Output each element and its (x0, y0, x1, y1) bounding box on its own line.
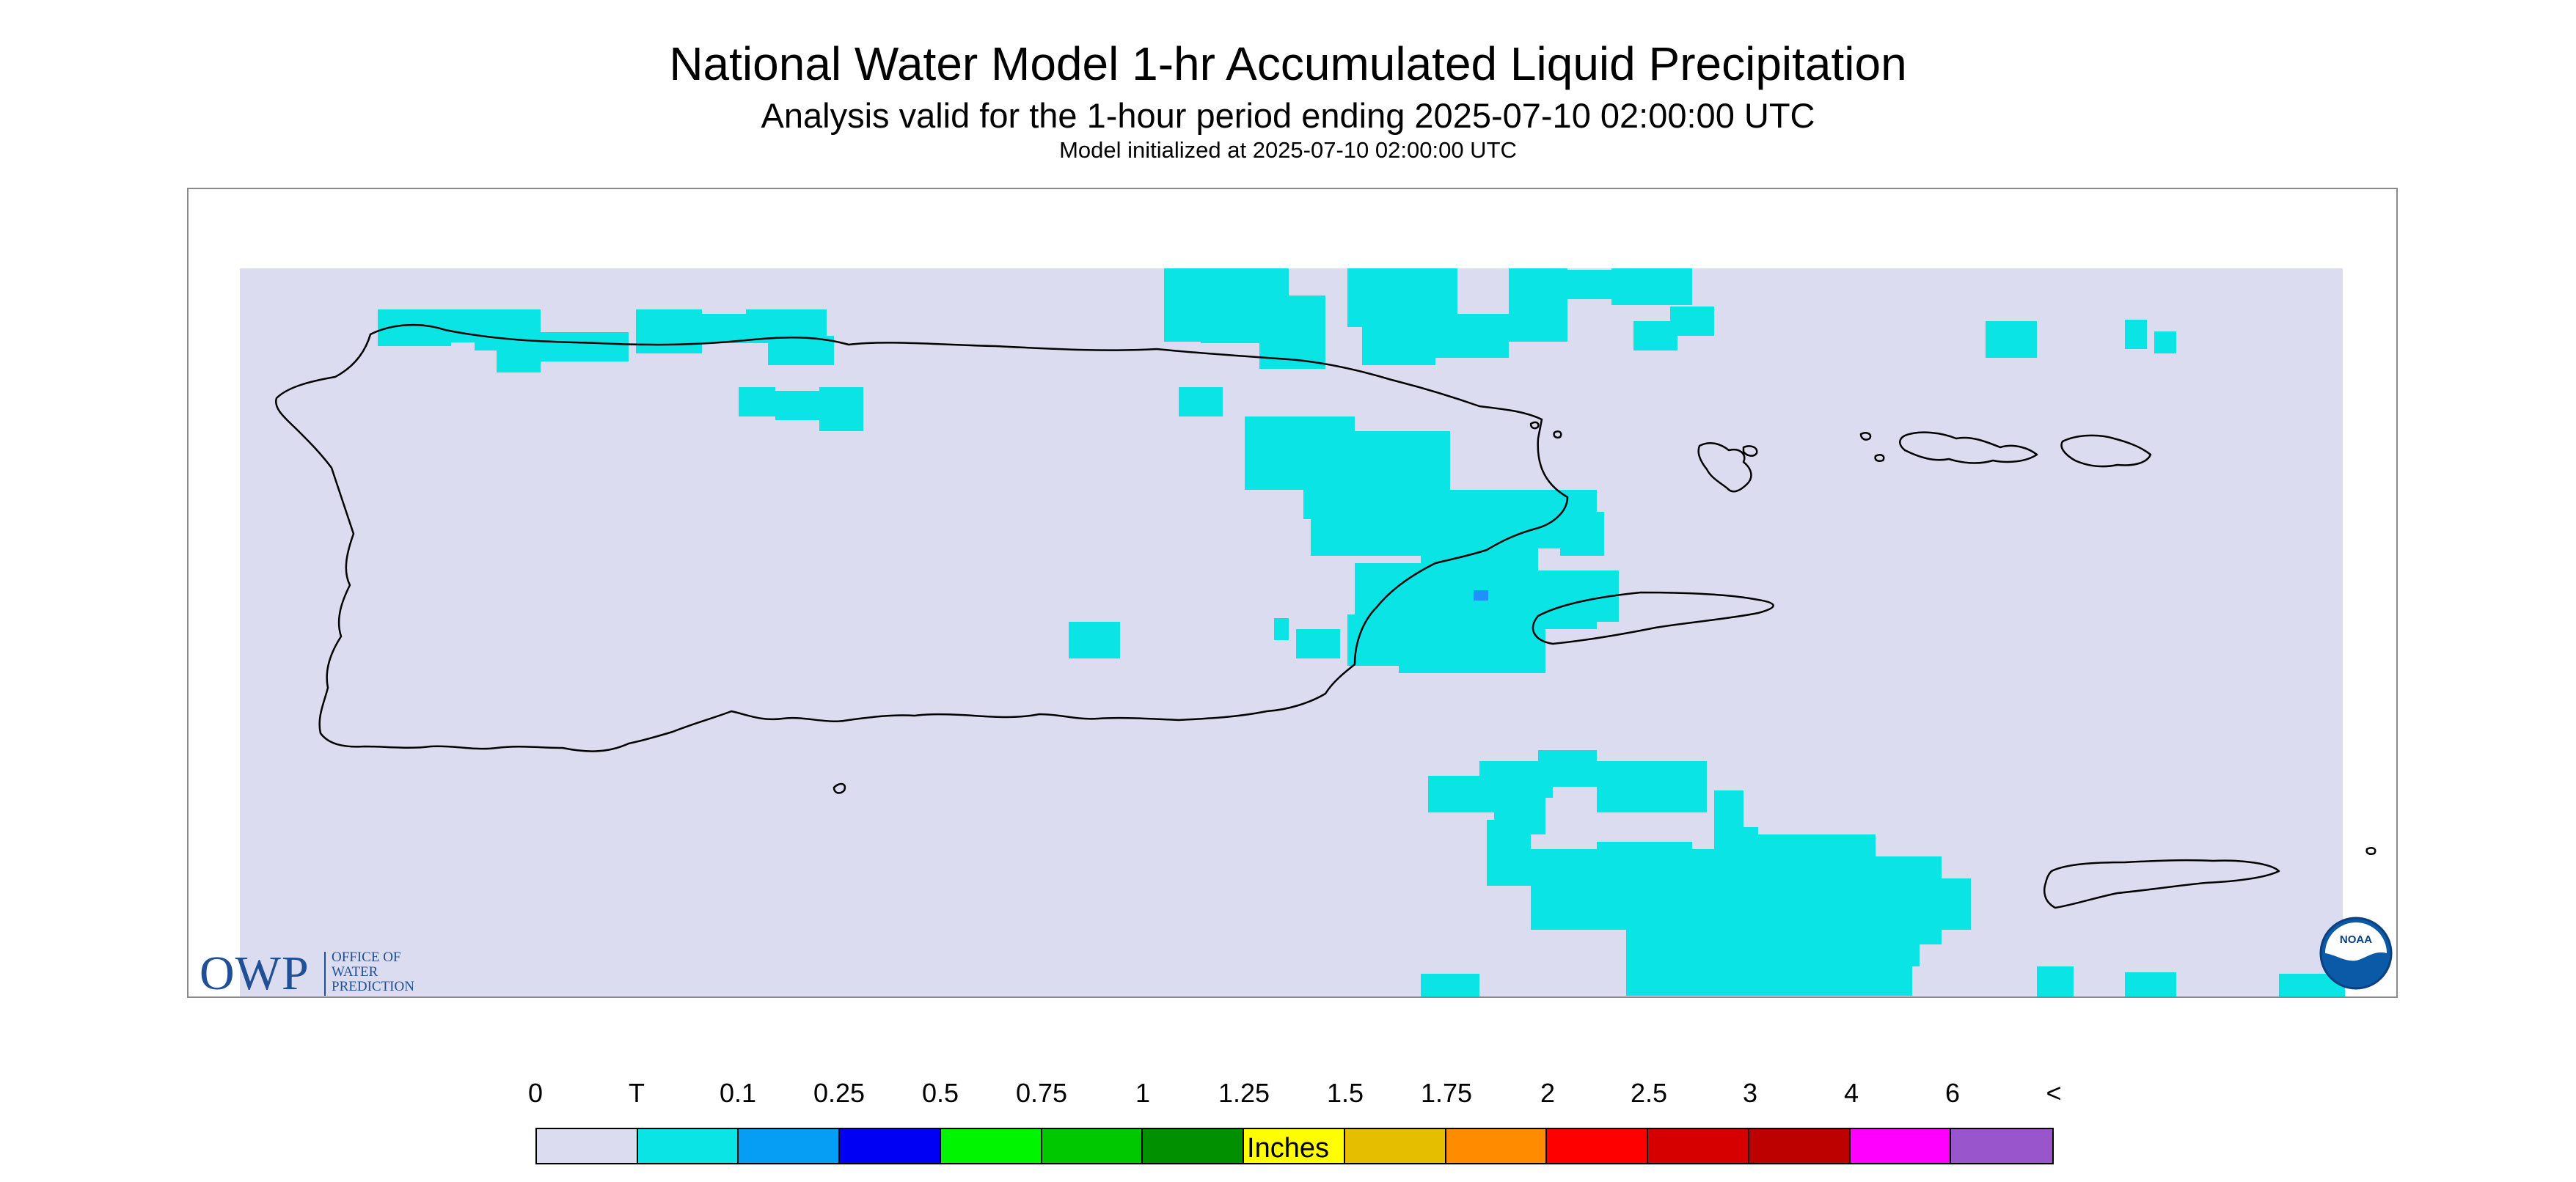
model-init-line: Model initialized at 2025-07-10 02:00:00… (1059, 137, 1517, 163)
legend-color-bin (637, 1129, 739, 1163)
legend-tick-label: 6 (1944, 1078, 1961, 1108)
legend-color-bin (1749, 1129, 1851, 1163)
trace-precip-cell (1435, 314, 1509, 358)
vieques-coastline (1532, 591, 1774, 645)
trace-precip-cells (378, 268, 2345, 996)
legend-tick-label: 1.25 (1218, 1078, 1270, 1108)
st-croix-coastline (2043, 859, 2280, 909)
legend-color-bin (1446, 1129, 1548, 1163)
legend-color-bin (1547, 1129, 1649, 1163)
trace-precip-cell (1560, 512, 1604, 556)
legend-tick-label: T (629, 1078, 645, 1108)
legend-color-bin (1244, 1129, 1345, 1163)
map-subtitle: Analysis valid for the 1-hour period end… (761, 96, 1815, 135)
puerto-rico-coastline (274, 323, 1569, 752)
owp-logo-text: OFFICE OF WATER PREDICTION (332, 950, 478, 994)
owp-logo: OWP OFFICE OF WATER PREDICTION (200, 946, 414, 1002)
trace-precip-cell (739, 387, 775, 416)
legend-color-bin (1648, 1129, 1749, 1163)
light-precip-cells (1474, 590, 1488, 601)
culebrita-coastline (1742, 445, 1758, 457)
trace-precip-cell (1259, 296, 1325, 369)
legend-tick-label: 0.25 (813, 1078, 866, 1108)
legend-tick-label: 1.75 (1420, 1078, 1473, 1108)
trace-precip-cell (1296, 629, 1340, 658)
map-panel (187, 188, 2398, 998)
legend-color-bar (535, 1128, 2054, 1164)
trace-precip-cell (1069, 622, 1120, 658)
legend-color-bin (739, 1129, 841, 1163)
legend-color-bin (840, 1129, 941, 1163)
islet-1 (1529, 421, 1540, 430)
islet-3 (1859, 432, 1872, 441)
legend-tick-label: 1.5 (1326, 1078, 1364, 1108)
trace-precip-cell (768, 336, 834, 365)
legend-tick-label: 0.75 (1015, 1078, 1068, 1108)
owp-logo-line: WATER (332, 964, 378, 980)
owp-logo-line: OFFICE OF (332, 950, 401, 965)
trace-precip-cell (1201, 277, 1267, 343)
legend-units: Inches (1247, 1133, 1329, 1164)
legend-tick-label: 4 (1843, 1078, 1859, 1108)
trace-precip-cell (1883, 878, 1971, 930)
caja-de-muertos-coastline (833, 782, 846, 794)
islet-5 (2365, 847, 2376, 855)
legend-tick-label: 3 (1742, 1078, 1758, 1108)
trace-precip-cell (2154, 331, 2176, 353)
trace-precip-cell (1729, 827, 1758, 856)
legend-color-bin (1344, 1129, 1446, 1163)
trace-precip-cell (1509, 268, 1567, 342)
domain-fill (240, 268, 2343, 996)
legend-tick-label: 0 (527, 1078, 544, 1108)
culebra-coastline (1697, 442, 1752, 493)
st-john-coastline (2060, 434, 2152, 468)
trace-precip-cell (2037, 966, 2074, 996)
legend-tick-label: 1 (1135, 1078, 1151, 1108)
legend-color-bin (940, 1129, 1042, 1163)
model-domain-area (240, 268, 2343, 996)
trace-precip-cell (1597, 761, 1707, 812)
legend-color-bin (537, 1129, 638, 1163)
trace-precip-cell (2125, 320, 2147, 349)
legend-color-bin (1143, 1129, 1245, 1163)
trace-precip-cell (1274, 618, 1289, 640)
trace-precip-cell (1670, 306, 1714, 336)
islet-2 (1553, 430, 1562, 438)
trace-precip-cell (1362, 299, 1435, 365)
legend-tick-label: 2 (1540, 1078, 1556, 1108)
precipitation-map (240, 268, 2376, 996)
trace-precip-cell (819, 387, 863, 431)
trace-precip-cell (1421, 974, 1479, 996)
trace-precip-cell (541, 332, 629, 361)
noaa-logo-text: NOAA (2340, 933, 2372, 946)
trace-precip-cell (746, 309, 827, 339)
map-title: National Water Model 1-hr Accumulated Li… (669, 37, 1907, 90)
trace-precip-cell (1538, 750, 1597, 787)
trace-precip-cell (1487, 820, 1531, 886)
coastlines (274, 323, 2376, 909)
trace-precip-cell (1611, 268, 1692, 305)
trace-precip-cell (2125, 972, 2176, 996)
owp-logo-line: PREDICTION (332, 979, 414, 994)
legend-color-bin (1850, 1129, 1952, 1163)
trace-precip-cell (1179, 387, 1223, 416)
trace-precip-cell (1986, 321, 2037, 358)
islet-4 (1874, 454, 1885, 462)
legend-tick-label: 0.1 (719, 1078, 757, 1108)
owp-logo-divider (324, 952, 326, 996)
st-thomas-coastline (1899, 431, 2038, 464)
legend-tick-label: < (2046, 1078, 2062, 1108)
legend-color-bin (1951, 1129, 2053, 1163)
owp-logo-mark: OWP (200, 947, 310, 1000)
legend-tick-label: 2.5 (1630, 1078, 1668, 1108)
light-precip-cell (1474, 590, 1488, 601)
noaa-logo: NOAA (2319, 917, 2393, 990)
legend-color-bin (1042, 1129, 1144, 1163)
trace-precip-cell (497, 343, 541, 372)
legend-tick-label: 0.5 (921, 1078, 959, 1108)
